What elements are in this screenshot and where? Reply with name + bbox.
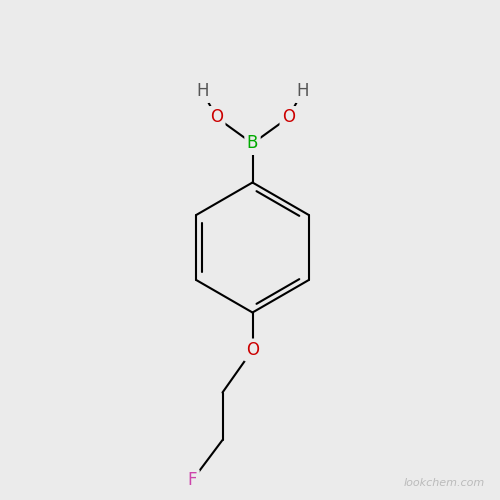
- Text: O: O: [282, 108, 295, 126]
- Text: O: O: [246, 341, 259, 359]
- Text: B: B: [247, 134, 258, 152]
- Text: H: H: [296, 82, 309, 100]
- Text: lookchem.com: lookchem.com: [404, 478, 485, 488]
- Text: H: H: [196, 82, 209, 100]
- Text: O: O: [210, 108, 223, 126]
- Text: F: F: [188, 471, 197, 489]
